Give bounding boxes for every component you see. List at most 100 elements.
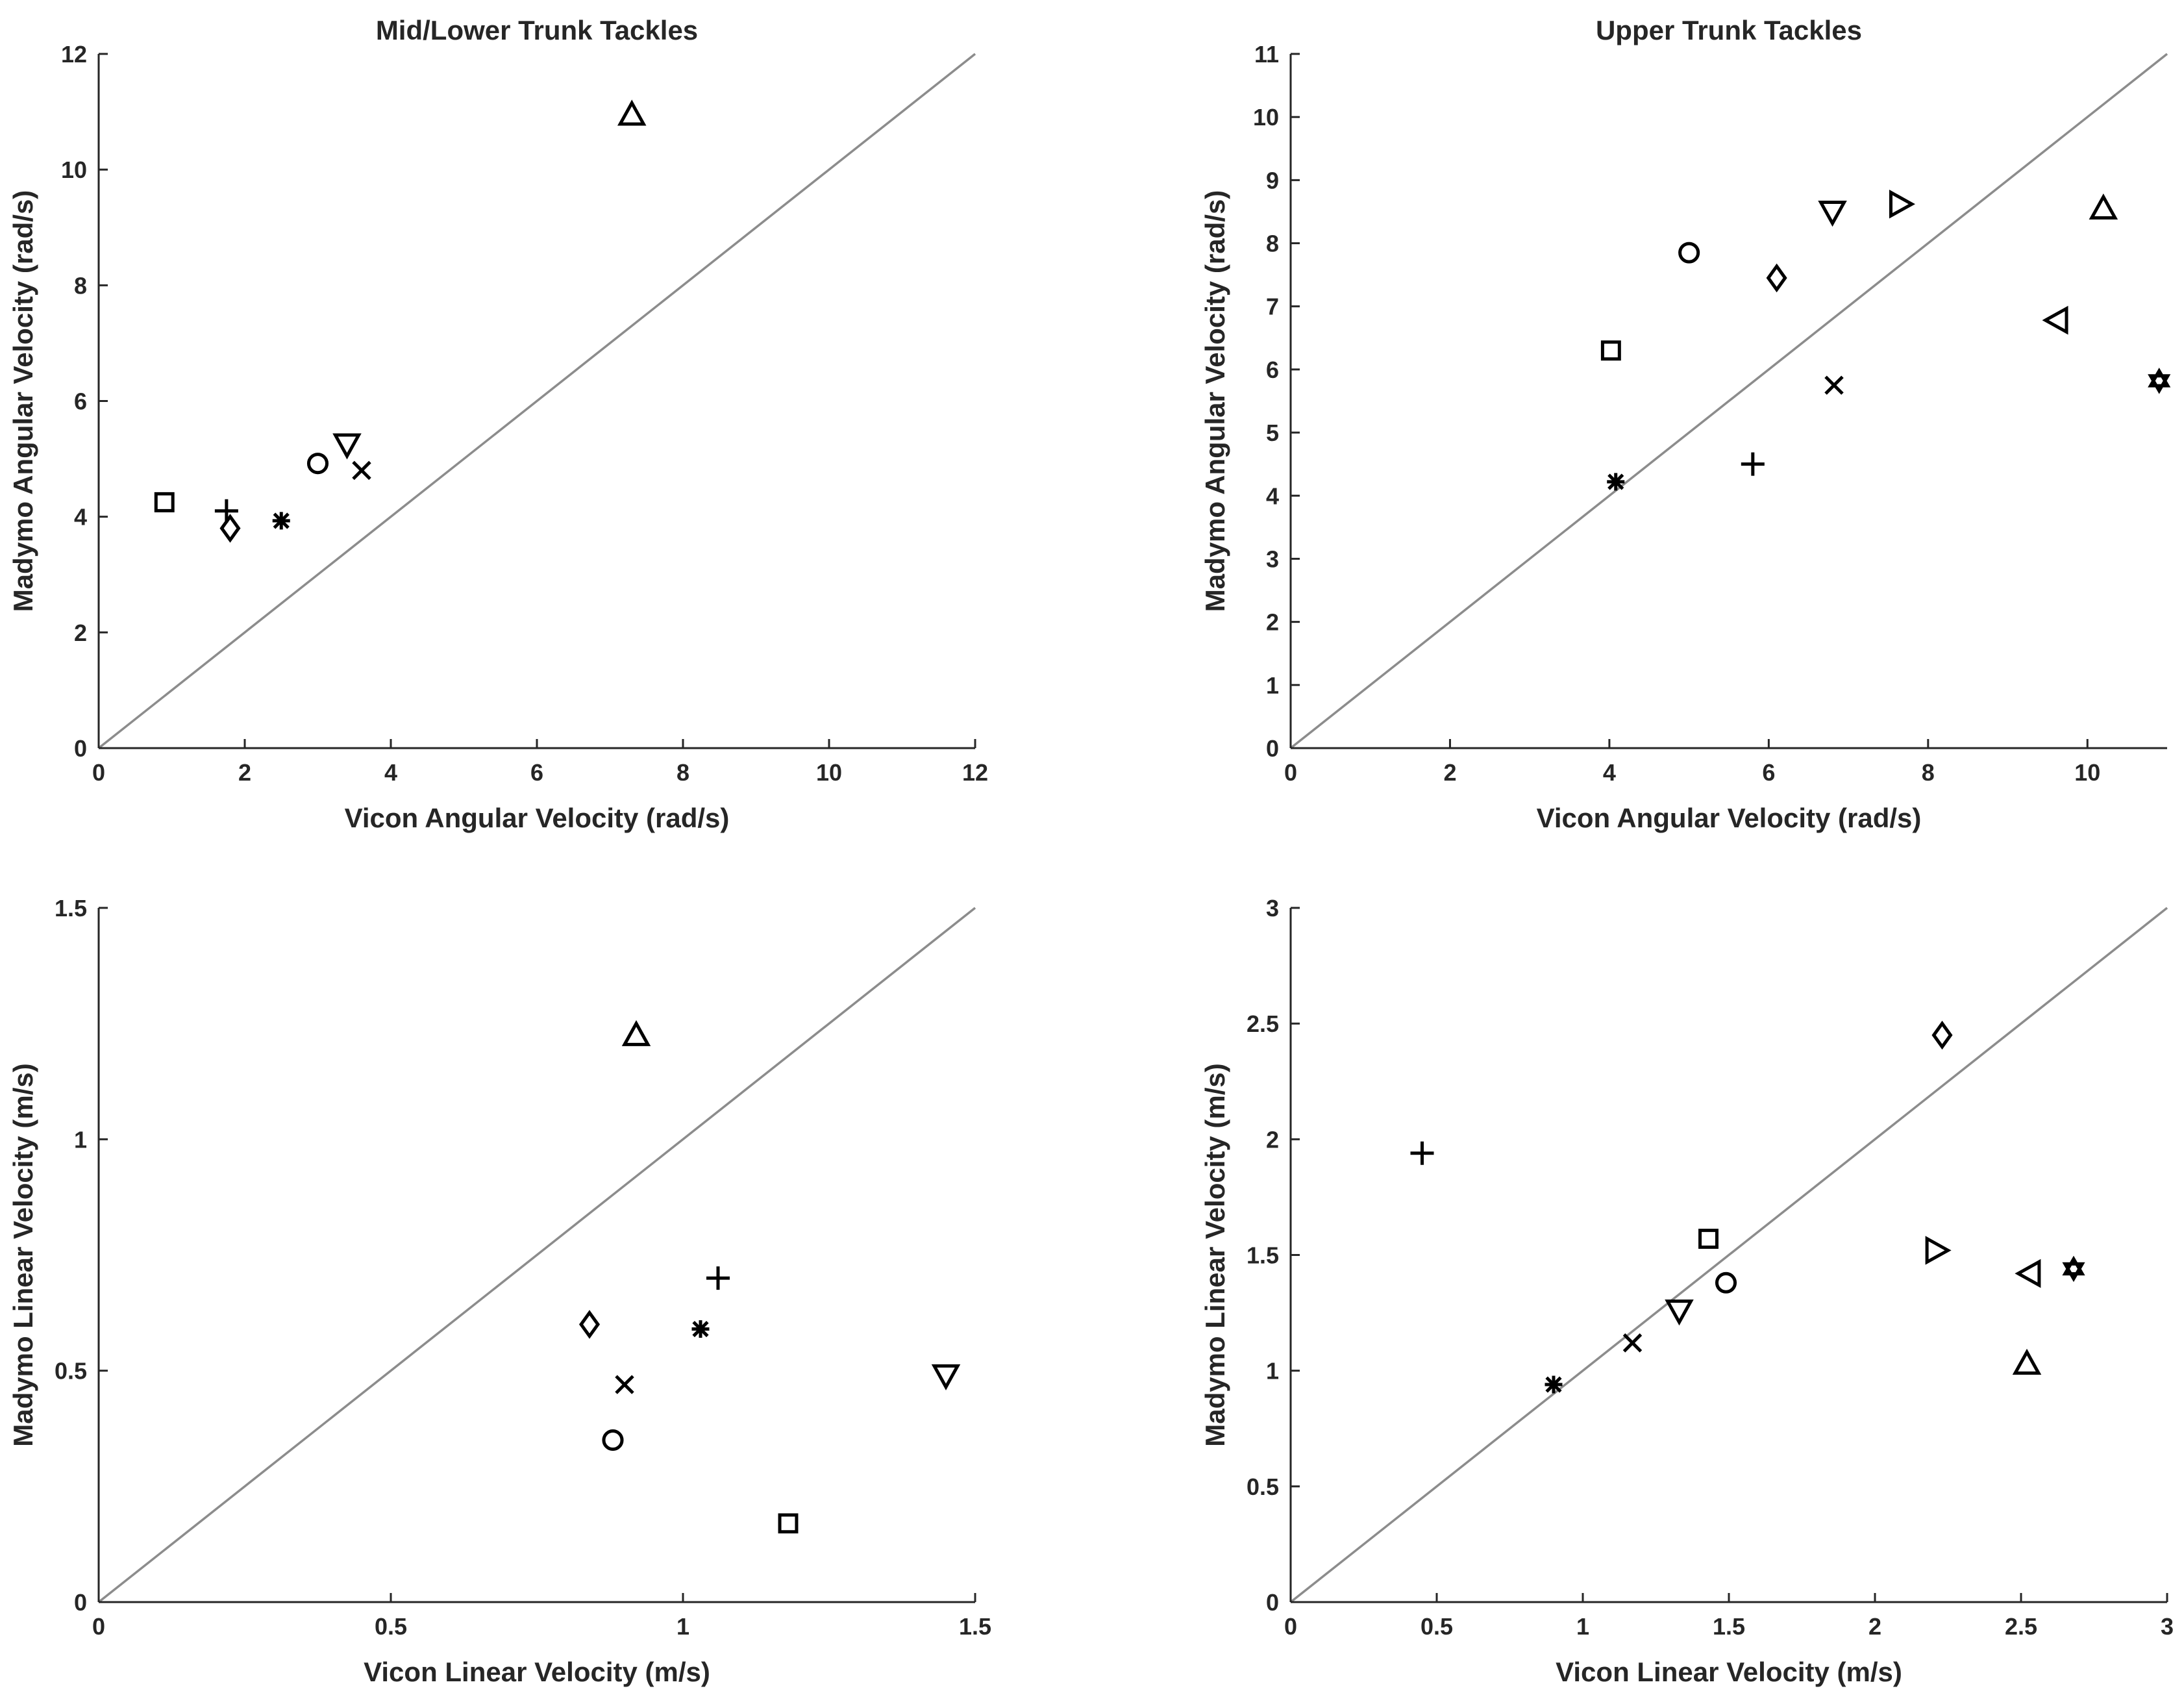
data-point-triangle-up bbox=[617, 99, 647, 126]
plot-upper-trunk-linear: 0 0.5 1 1.5 2 2.5 3 0 0.5 1 1.5 2 2.5 3 Vicon Linear V… bbox=[1200, 895, 2174, 1687]
y-tick-label: 6 bbox=[1266, 357, 1279, 383]
plot-upper-trunk-angular: 0 2 4 6 8 10 0 1 2 3 4 5 6 7 8 9 10 11 Upper Trunk Tackles… bbox=[1200, 15, 2171, 833]
data-point-plus bbox=[706, 1266, 730, 1290]
data-point-circle bbox=[602, 1429, 624, 1451]
data-point-square bbox=[154, 492, 175, 512]
data-point-square bbox=[1698, 1229, 1719, 1249]
data-point-x bbox=[352, 460, 371, 481]
data-point-plus bbox=[1410, 1141, 1434, 1165]
x-axis-label: Vicon Linear Velocity (m/s) bbox=[1556, 1657, 1902, 1687]
x-tick-label: 10 bbox=[2074, 759, 2100, 786]
y-tick-label: 8 bbox=[74, 272, 87, 299]
data-point-triangle-right bbox=[1889, 190, 1916, 219]
plot-mid-lower-trunk-angular: 0 2 4 6 8 10 12 0 2 4 6 8 10 12 Mid/Lower Trunk Tackle… bbox=[8, 15, 988, 833]
y-tick-label: 10 bbox=[61, 157, 87, 183]
data-point-diamond bbox=[1931, 1020, 1953, 1050]
data-point-diamond bbox=[219, 514, 241, 543]
identity-line bbox=[1289, 53, 2168, 749]
x-tick-label: 4 bbox=[384, 759, 397, 786]
data-point-circle bbox=[306, 453, 329, 475]
x-tick-label: 2 bbox=[238, 759, 251, 786]
y-tick-label: 0 bbox=[74, 1589, 87, 1616]
x-axis-label: Vicon Linear Velocity (m/s) bbox=[364, 1657, 710, 1687]
y-tick-label: 11 bbox=[1254, 41, 1279, 68]
y-tick-label: 1 bbox=[74, 1126, 87, 1153]
y-axis-label: Madymo Angular Velocity (rad/s) bbox=[1200, 190, 1230, 612]
data-point-asterisk bbox=[691, 1320, 710, 1338]
x-tick-label: 0 bbox=[92, 1613, 105, 1640]
y-tick-label: 10 bbox=[1253, 104, 1279, 131]
y-tick-label: 1 bbox=[1266, 672, 1279, 699]
data-point-diamond bbox=[578, 1310, 601, 1339]
y-tick-label: 1 bbox=[1266, 1358, 1279, 1385]
y-tick-label: 1.5 bbox=[1247, 1242, 1279, 1269]
x-tick-label: 6 bbox=[530, 759, 543, 786]
y-tick-label: 0 bbox=[1266, 735, 1279, 762]
y-tick-label: 2 bbox=[74, 620, 87, 646]
y-axis-label: Madymo Linear Velocity (m/s) bbox=[1200, 1063, 1230, 1447]
x-tick-label: 3 bbox=[2161, 1613, 2174, 1640]
data-point-asterisk bbox=[1545, 1375, 1563, 1394]
data-point-diamond bbox=[1766, 263, 1787, 293]
identity-line bbox=[97, 907, 976, 1603]
y-tick-label: 0.5 bbox=[1247, 1474, 1279, 1500]
x-tick-label: 2 bbox=[1443, 759, 1456, 786]
data-point-triangle-left bbox=[2042, 305, 2068, 335]
data-point-triangle-down bbox=[1818, 201, 1847, 227]
y-axis-label: Madymo Angular Velocity (rad/s) bbox=[8, 190, 38, 612]
data-point-x bbox=[1824, 375, 1844, 395]
x-tick-label: 0 bbox=[1284, 1613, 1297, 1640]
x-tick-label: 8 bbox=[1922, 759, 1935, 786]
data-point-triangle-down bbox=[332, 433, 362, 460]
x-axis-label: Vicon Angular Velocity (rad/s) bbox=[345, 803, 730, 833]
plot-title: Upper Trunk Tackles bbox=[1596, 15, 1862, 45]
data-point-triangle-down bbox=[931, 1364, 961, 1390]
data-point-square bbox=[778, 1513, 799, 1534]
x-tick-label: 0 bbox=[92, 759, 105, 786]
y-tick-label: 2 bbox=[1266, 1126, 1279, 1153]
plot-mid-lower-trunk-linear: 0 0.5 1 1.5 0 0.5 1 1.5 Vicon Linear Velocity (m… bbox=[8, 895, 991, 1687]
data-point-plus bbox=[214, 499, 238, 523]
x-tick-label: 2.5 bbox=[2005, 1613, 2037, 1640]
data-point-hexagram bbox=[2062, 1255, 2085, 1283]
x-tick-label: 2 bbox=[1868, 1613, 1881, 1640]
data-point-triangle-down bbox=[1665, 1299, 1694, 1326]
y-tick-label: 8 bbox=[1266, 231, 1279, 257]
x-tick-label: 8 bbox=[676, 759, 689, 786]
y-tick-label: 5 bbox=[1266, 420, 1279, 446]
y-tick-label: 2 bbox=[1266, 609, 1279, 636]
data-point-triangle-left bbox=[2015, 1259, 2041, 1288]
x-tick-label: 1.5 bbox=[1713, 1613, 1745, 1640]
y-tick-label: 12 bbox=[61, 41, 87, 68]
x-tick-label: 12 bbox=[962, 759, 988, 786]
data-point-triangle-up bbox=[2089, 193, 2118, 219]
data-point-circle bbox=[1678, 242, 1700, 264]
y-tick-label: 1.5 bbox=[55, 895, 87, 922]
data-point-asterisk bbox=[272, 512, 290, 530]
y-tick-label: 0.5 bbox=[55, 1358, 87, 1385]
y-tick-label: 7 bbox=[1266, 294, 1279, 320]
identity-line bbox=[1289, 907, 2168, 1603]
y-tick-label: 9 bbox=[1266, 167, 1279, 194]
x-tick-label: 6 bbox=[1762, 759, 1775, 786]
y-tick-label: 6 bbox=[74, 388, 87, 415]
x-tick-label: 1.5 bbox=[959, 1613, 991, 1640]
y-tick-label: 3 bbox=[1266, 546, 1279, 572]
y-tick-label: 3 bbox=[1266, 895, 1279, 922]
x-tick-label: 4 bbox=[1603, 759, 1616, 786]
data-point-x bbox=[615, 1375, 634, 1394]
data-point-square bbox=[1600, 340, 1621, 361]
x-tick-label: 0 bbox=[1284, 759, 1297, 786]
y-tick-label: 0 bbox=[74, 735, 87, 762]
y-tick-label: 4 bbox=[1266, 483, 1279, 509]
data-point-triangle-up bbox=[2012, 1348, 2042, 1375]
y-tick-label: 4 bbox=[74, 504, 87, 531]
x-tick-label: 0.5 bbox=[1421, 1613, 1453, 1640]
data-point-asterisk bbox=[1607, 473, 1625, 491]
plot-title: Mid/Lower Trunk Tackles bbox=[376, 15, 698, 45]
x-tick-label: 10 bbox=[816, 759, 842, 786]
identity-line bbox=[97, 53, 976, 749]
y-axis-label: Madymo Linear Velocity (m/s) bbox=[8, 1063, 38, 1447]
data-point-circle bbox=[1715, 1272, 1737, 1294]
